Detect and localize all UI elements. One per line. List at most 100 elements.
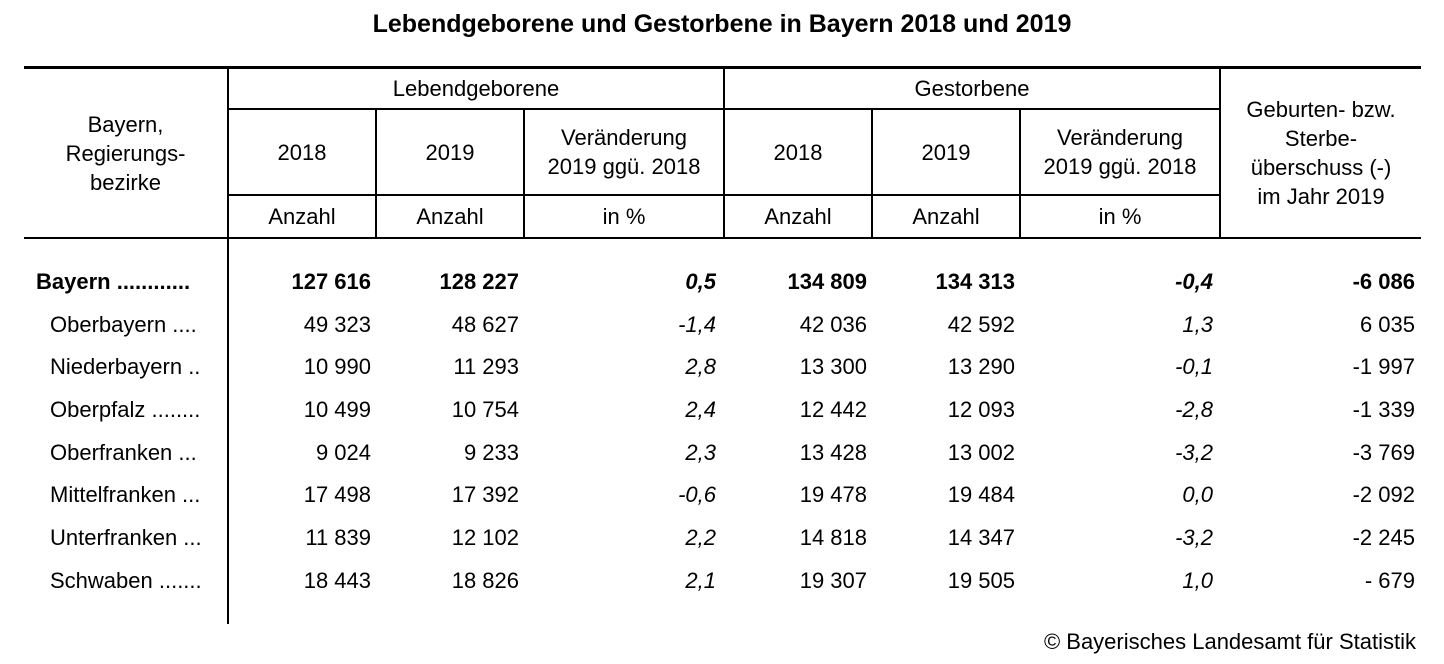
deaths-change-value: -2,8: [1175, 397, 1213, 422]
balance-value: 6 035: [1359, 312, 1415, 337]
deaths-2019-rule: [871, 110, 873, 239]
deaths-2018-value: 42 036: [799, 312, 867, 337]
table-row: Oberpfalz ........ 10 499 10 754 2,4 12 442 1…: [0, 390, 1444, 430]
births-change-value: -1,4: [678, 312, 716, 337]
table-row-total: Bayern ............ 127 616 128 227 0,5 134 …: [0, 262, 1444, 302]
deaths-2018-value: 13 300: [799, 354, 867, 379]
births-change-value: 2,1: [685, 568, 716, 593]
deaths-2019-value: 13 002: [947, 440, 1015, 465]
deaths-2019-value: 12 093: [947, 397, 1015, 422]
region-name: Oberpfalz ........: [50, 397, 201, 422]
deaths-2019-value: 14 347: [947, 525, 1015, 550]
births-2019-value: 11 293: [453, 354, 519, 379]
deaths-change-value: 1,3: [1182, 312, 1213, 337]
balance-value: -2 245: [1352, 525, 1415, 550]
births-2019-header: 2019: [425, 139, 475, 165]
births-2018-header: 2018: [277, 139, 327, 165]
deaths-2019-value: 134 313: [935, 269, 1015, 294]
births-change-value: 2,4: [685, 397, 716, 422]
table-row: Schwaben ....... 18 443 18 826 2,1 19 307 19 …: [0, 561, 1444, 601]
deaths-change-value: 0,0: [1182, 482, 1213, 507]
deaths-change-value: -3,2: [1175, 440, 1213, 465]
births-2019-value: 9 233: [463, 440, 519, 465]
births-2019-value: 12 102: [451, 525, 519, 550]
deaths-group-rule: [723, 66, 725, 239]
births-2019-rule: [375, 110, 377, 239]
deaths-change-unit: in %: [1098, 204, 1142, 229]
deaths-2019-value: 19 505: [947, 568, 1015, 593]
table-row: Mittelfranken ... 17 498 17 392 -0,6 19 478 1…: [0, 475, 1444, 515]
deaths-2019-value: 42 592: [947, 312, 1015, 337]
births-2018-value: 127 616: [291, 269, 371, 294]
births-2018-value: 10 990: [303, 354, 371, 379]
deaths-2019-value: 13 290: [947, 354, 1015, 379]
balance-value: -1 997: [1352, 354, 1415, 379]
balance-value: -3 769: [1352, 440, 1415, 465]
births-2018-value: 49 323: [303, 312, 371, 337]
table-row: Unterfranken ... 11 839 12 102 2,2 14 818 14 …: [0, 518, 1444, 558]
region-name: Oberbayern ....: [50, 312, 197, 337]
year-header-rule: [229, 194, 1221, 196]
group-header-rule: [229, 108, 1221, 110]
deaths-change-header: Veränderung 2019 ggü. 2018: [1043, 125, 1197, 179]
balance-value: -1 339: [1352, 397, 1415, 422]
births-change-value: 2,8: [685, 354, 716, 379]
births-2019-value: 48 627: [451, 312, 519, 337]
balance-column-rule: [1219, 66, 1221, 239]
region-name: Bayern ............: [36, 269, 191, 294]
balance-value: - 679: [1364, 568, 1415, 593]
births-2019-value: 17 392: [451, 482, 519, 507]
region-column-rule: [227, 66, 229, 624]
deaths-2018-value: 14 818: [799, 525, 867, 550]
balance-column-header: Geburten- bzw. Sterbe- überschuss (-) im…: [1246, 97, 1396, 209]
births-2018-value: 17 498: [303, 482, 371, 507]
header-bottom-rule: [24, 237, 1421, 239]
table-top-rule: [24, 66, 1421, 69]
deaths-2018-value: 12 442: [799, 397, 867, 422]
deaths-2018-value: 19 307: [799, 568, 867, 593]
births-change-header: Veränderung 2019 ggü. 2018: [547, 125, 701, 179]
balance-value: -6 086: [1352, 269, 1415, 294]
births-2018-value: 11 839: [305, 525, 371, 550]
region-name: Mittelfranken ...: [50, 482, 201, 507]
region-name: Niederbayern ..: [50, 354, 201, 379]
deaths-2019-value: 19 484: [947, 482, 1015, 507]
region-name: Oberfranken ...: [50, 440, 197, 465]
deaths-change-rule: [1019, 110, 1021, 239]
births-2018-unit: Anzahl: [268, 204, 336, 229]
table-row: Niederbayern .. 10 990 11 293 2,8 13 300 13 2…: [0, 347, 1444, 387]
births-change-value: 2,2: [685, 525, 716, 550]
deaths-2019-header: 2019: [921, 139, 971, 165]
births-change-value: 0,5: [685, 269, 716, 294]
births-2019-value: 10 754: [451, 397, 519, 422]
table-row: Oberfranken ... 9 024 9 233 2,3 13 428 13 002…: [0, 433, 1444, 473]
page-title: Lebendgeborene und Gestorbene in Bayern …: [372, 10, 1072, 38]
deaths-2018-value: 19 478: [799, 482, 867, 507]
region-name: Schwaben .......: [50, 568, 202, 593]
deaths-2018-value: 134 809: [787, 269, 867, 294]
births-2019-value: 18 826: [451, 568, 519, 593]
deaths-2018-header: 2018: [773, 139, 823, 165]
deaths-group-header: Gestorbene: [914, 76, 1030, 101]
deaths-change-value: -0,1: [1175, 354, 1213, 379]
births-2018-value: 18 443: [303, 568, 371, 593]
balance-value: -2 092: [1352, 482, 1415, 507]
deaths-change-value: -3,2: [1175, 525, 1213, 550]
copyright-footer: © Bayerisches Landesamt für Statistik: [1043, 629, 1416, 654]
deaths-change-value: -0,4: [1175, 269, 1213, 294]
births-change-value: -0,6: [678, 482, 716, 507]
region-name: Unterfranken ...: [50, 525, 202, 550]
deaths-change-value: 1,0: [1182, 568, 1213, 593]
births-2018-value: 10 499: [303, 397, 371, 422]
births-change-value: 2,3: [685, 440, 716, 465]
births-2018-value: 9 024: [315, 440, 371, 465]
deaths-2018-value: 13 428: [799, 440, 867, 465]
births-2019-value: 128 227: [439, 269, 519, 294]
births-group-header: Lebendgeborene: [392, 76, 560, 101]
deaths-2018-unit: Anzahl: [764, 204, 832, 229]
deaths-2019-unit: Anzahl: [912, 204, 980, 229]
births-change-unit: in %: [602, 204, 646, 229]
births-2019-unit: Anzahl: [416, 204, 484, 229]
table-row: Oberbayern .... 49 323 48 627 -1,4 42 036 42 …: [0, 305, 1444, 345]
births-change-rule: [523, 110, 525, 239]
